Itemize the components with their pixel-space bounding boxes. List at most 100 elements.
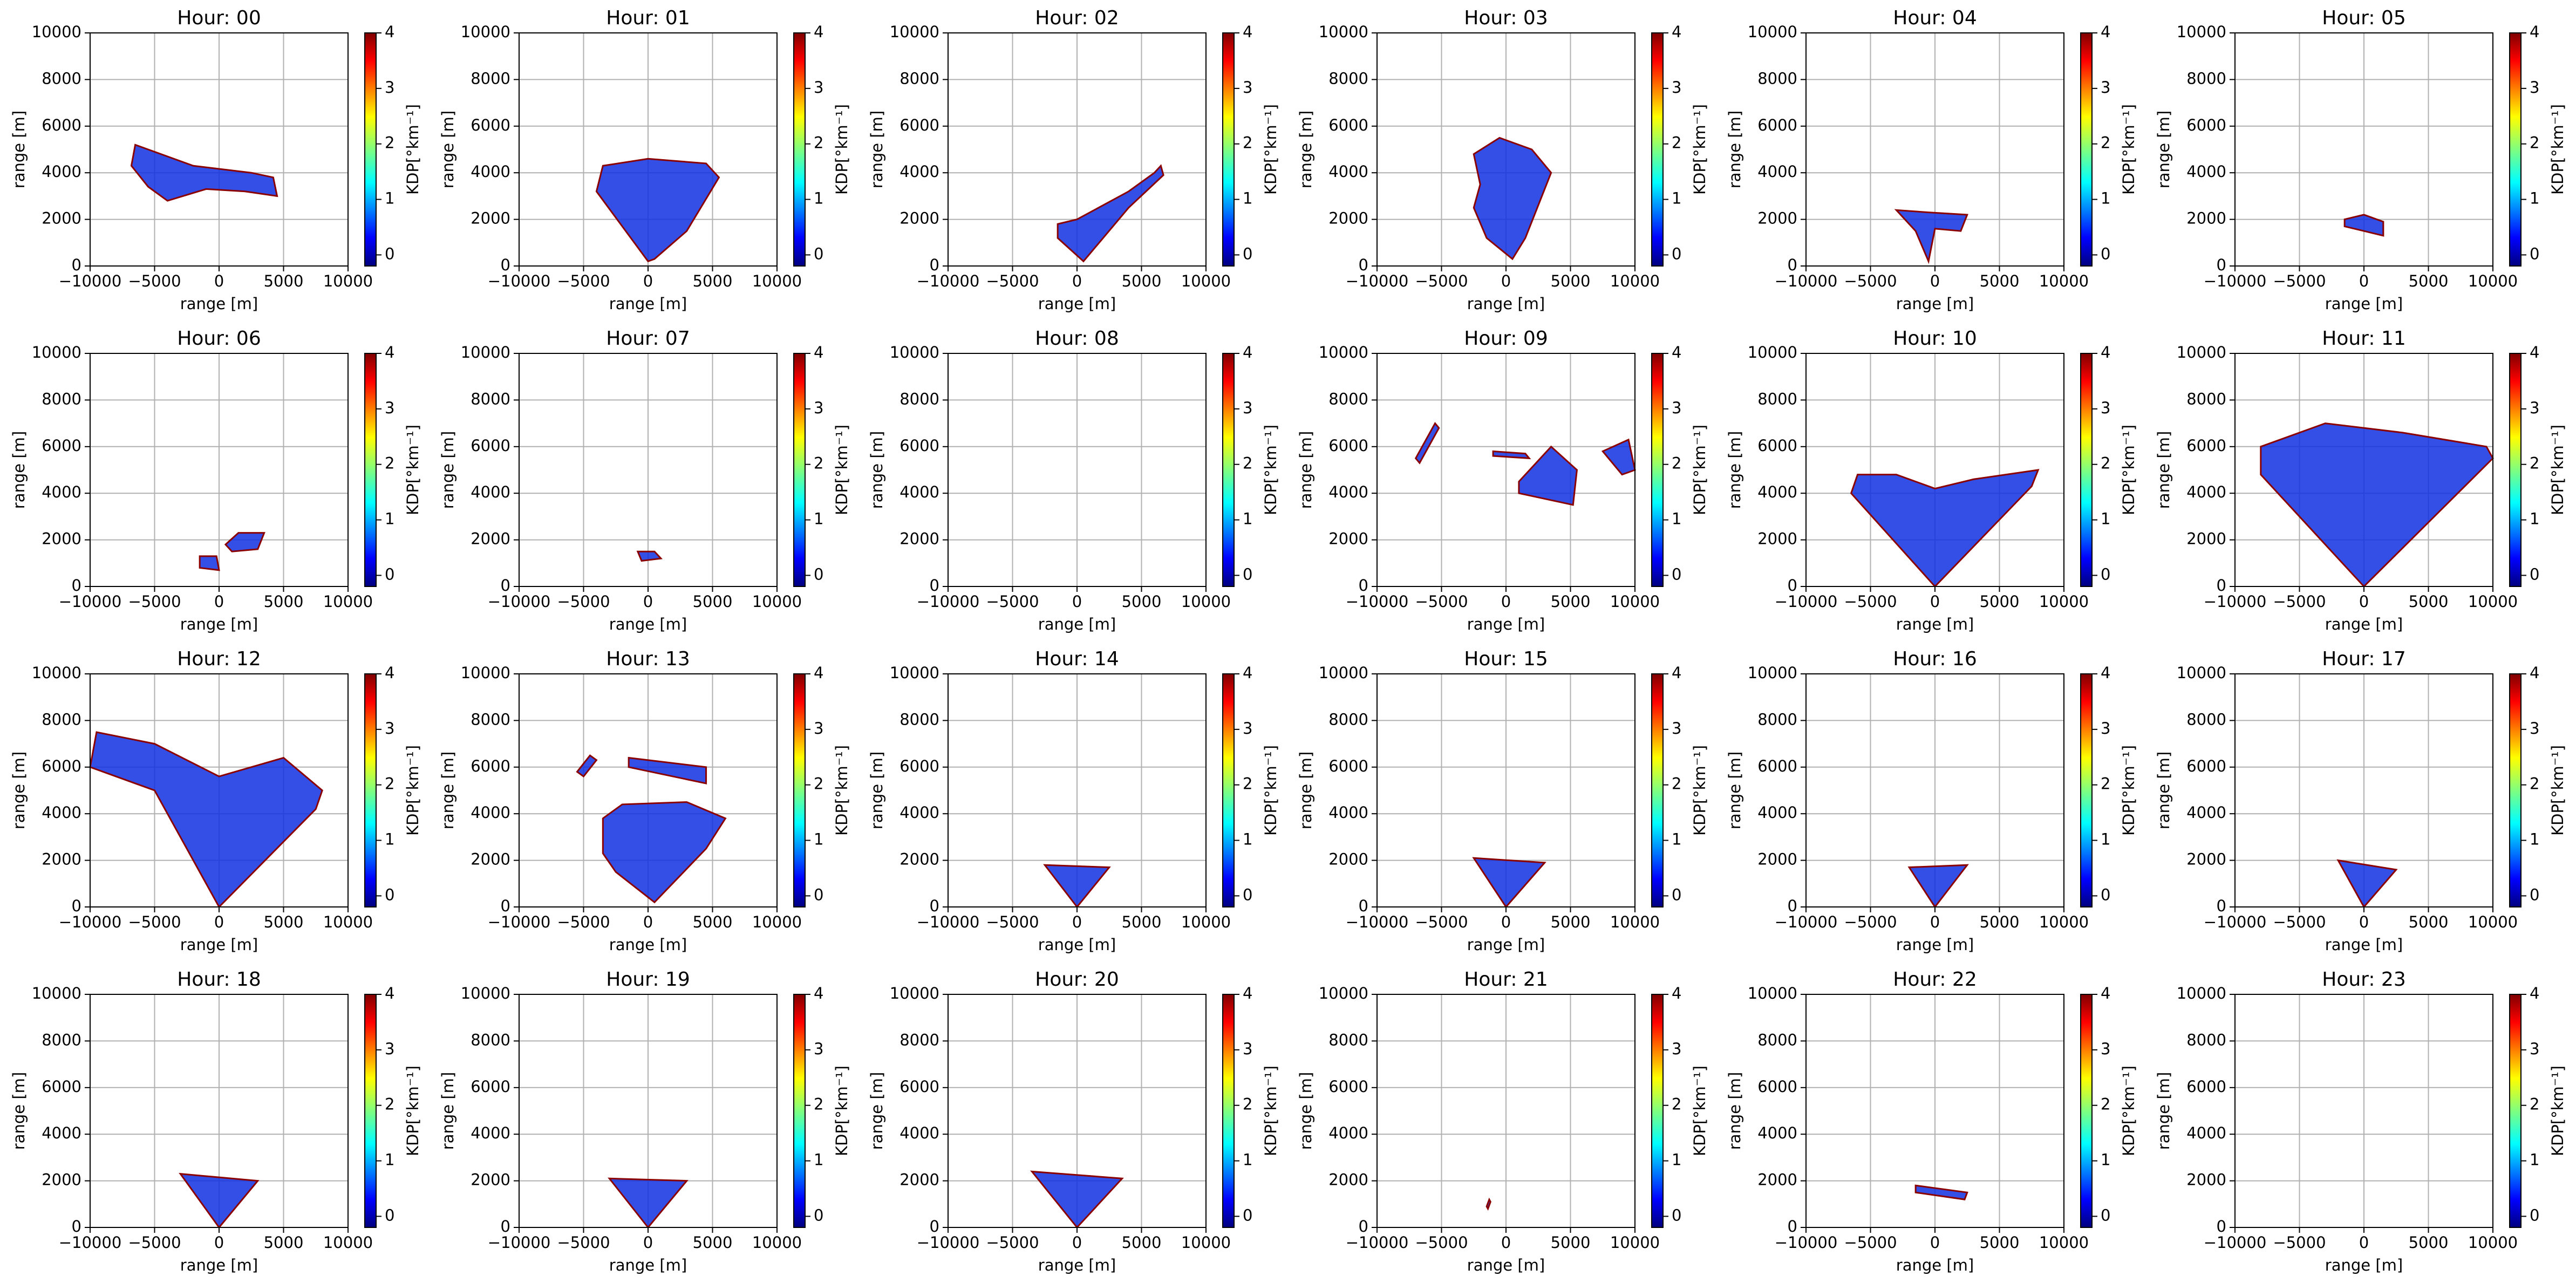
x-tick-label: −10000: [917, 1233, 980, 1252]
colorbar-tick-label: 1: [2101, 510, 2110, 528]
x-axis-label: range [m]: [609, 295, 687, 313]
x-tick-label: −5000: [1844, 592, 1897, 611]
x-tick-label: 0: [643, 592, 653, 611]
y-tick-label: 4000: [1328, 803, 1368, 822]
colorbar-tick-label: 3: [1672, 78, 1681, 97]
colorbar-tick-label: 0: [2101, 565, 2110, 583]
echo-region: [608, 1177, 689, 1229]
colorbar-label: KDP[°km⁻¹]: [404, 425, 422, 515]
colorbar-tick-label: 1: [2530, 189, 2539, 208]
colorbar-label: KDP[°km⁻¹]: [2548, 104, 2567, 195]
x-tick-label: −5000: [1415, 592, 1468, 611]
colorbar: [1651, 353, 1664, 587]
x-tick-label: 10000: [2039, 1233, 2089, 1252]
colorbar-tick-label: 0: [1672, 885, 1681, 904]
chart-title: Hour: 06: [177, 327, 261, 350]
y-tick-label: 8000: [1328, 710, 1368, 728]
colorbar-tick-label: 2: [814, 134, 823, 152]
y-tick-label: 2000: [2186, 1171, 2226, 1189]
colorbar-label: KDP[°km⁻¹]: [2120, 104, 2138, 195]
y-tick-label: 2000: [899, 209, 939, 228]
colorbar-tick-label: 1: [2530, 510, 2539, 528]
y-tick-label: 2000: [1757, 850, 1797, 869]
colorbar-tick-label: 0: [385, 565, 394, 583]
colorbar-tick-label: 3: [2530, 78, 2539, 97]
colorbar: [2509, 353, 2522, 587]
colorbar-tick-label: 4: [814, 343, 823, 361]
y-axis-label: range [m]: [439, 111, 457, 188]
colorbar-tick-label: 3: [2530, 399, 2539, 417]
y-tick-label: 0: [930, 576, 939, 595]
x-tick-label: 5000: [1551, 272, 1591, 290]
y-tick-label: 0: [1359, 1217, 1368, 1236]
x-axis-label: range [m]: [1038, 1256, 1116, 1274]
y-tick-label: 8000: [2186, 710, 2226, 728]
x-axis-label: range [m]: [1038, 295, 1116, 313]
y-tick-label: 6000: [1328, 757, 1368, 775]
colorbar-tick-label: 3: [385, 1040, 394, 1058]
y-axis-label: range [m]: [10, 431, 28, 509]
y-tick-label: 0: [501, 897, 510, 915]
x-tick-label: 5000: [1551, 913, 1591, 931]
y-tick-label: 10000: [1748, 664, 1797, 682]
colorbar-tick-label: 4: [1672, 343, 1681, 361]
x-tick-label: 10000: [323, 913, 373, 931]
x-tick-label: −10000: [2204, 1233, 2267, 1252]
colorbar-tick-label: 3: [1672, 1040, 1681, 1058]
y-tick-label: 2000: [1328, 530, 1368, 548]
x-tick-label: 10000: [1610, 913, 1660, 931]
y-tick-label: 2000: [471, 850, 510, 869]
x-tick-label: −10000: [2204, 913, 2267, 931]
colorbar-tick-label: 2: [2530, 775, 2539, 793]
x-tick-label: −10000: [917, 272, 980, 290]
chart-title: Hour: 15: [1464, 648, 1548, 670]
echo-region: [2260, 422, 2494, 588]
x-tick-label: 0: [214, 913, 224, 931]
colorbar-tick-label: 1: [1672, 510, 1681, 528]
colorbar-tick-label: 2: [1672, 775, 1681, 793]
y-tick-label: 8000: [1757, 710, 1797, 728]
colorbar-tick-label: 3: [2530, 1040, 2539, 1058]
colorbar-tick-label: 2: [2101, 1095, 2110, 1114]
colorbar-tick-label: 1: [814, 830, 823, 849]
colorbar-tick-label: 1: [1243, 189, 1252, 208]
x-tick-label: 5000: [1122, 592, 1162, 611]
x-tick-label: −5000: [557, 913, 610, 931]
x-tick-label: 5000: [1980, 1233, 2020, 1252]
colorbar-tick-label: 2: [1243, 454, 1252, 473]
echo-region: [1850, 469, 2040, 588]
y-tick-label: 10000: [461, 343, 510, 361]
colorbar-tick-label: 1: [814, 189, 823, 208]
y-tick-label: 6000: [42, 757, 81, 775]
colorbar: [364, 673, 377, 907]
colorbar-tick-label: 1: [1243, 830, 1252, 849]
echo-region: [199, 555, 220, 571]
echo-region: [636, 550, 663, 562]
colorbar-tick-label: 1: [2530, 830, 2539, 849]
x-tick-label: 5000: [1551, 592, 1591, 611]
y-axis-label: range [m]: [439, 1072, 457, 1150]
y-tick-label: 8000: [42, 710, 81, 728]
y-tick-label: 2000: [471, 530, 510, 548]
colorbar-tick-label: 3: [2101, 399, 2110, 417]
colorbar: [2080, 32, 2093, 267]
y-axis-label: range [m]: [868, 431, 886, 509]
x-tick-label: 0: [2359, 1233, 2369, 1252]
x-tick-label: 10000: [1181, 913, 1231, 931]
echo-region: [2343, 214, 2384, 237]
colorbar-tick-label: 0: [2101, 1206, 2110, 1224]
y-tick-label: 10000: [32, 984, 81, 1002]
colorbar-label: KDP[°km⁻¹]: [1262, 425, 1280, 515]
echo-region: [1914, 1184, 1968, 1200]
y-axis-label: range [m]: [1297, 752, 1315, 829]
x-tick-label: −10000: [488, 1233, 551, 1252]
colorbar-tick-label: 4: [814, 984, 823, 1002]
y-axis-label: range [m]: [1726, 752, 1744, 829]
y-tick-label: 0: [2217, 1217, 2226, 1236]
x-tick-label: −10000: [1775, 1233, 1838, 1252]
x-tick-label: −5000: [1415, 913, 1468, 931]
echo-region: [1472, 857, 1546, 909]
x-tick-label: 5000: [1122, 272, 1162, 290]
colorbar-tick-label: 2: [385, 775, 394, 793]
y-axis-label: range [m]: [1297, 1072, 1315, 1150]
